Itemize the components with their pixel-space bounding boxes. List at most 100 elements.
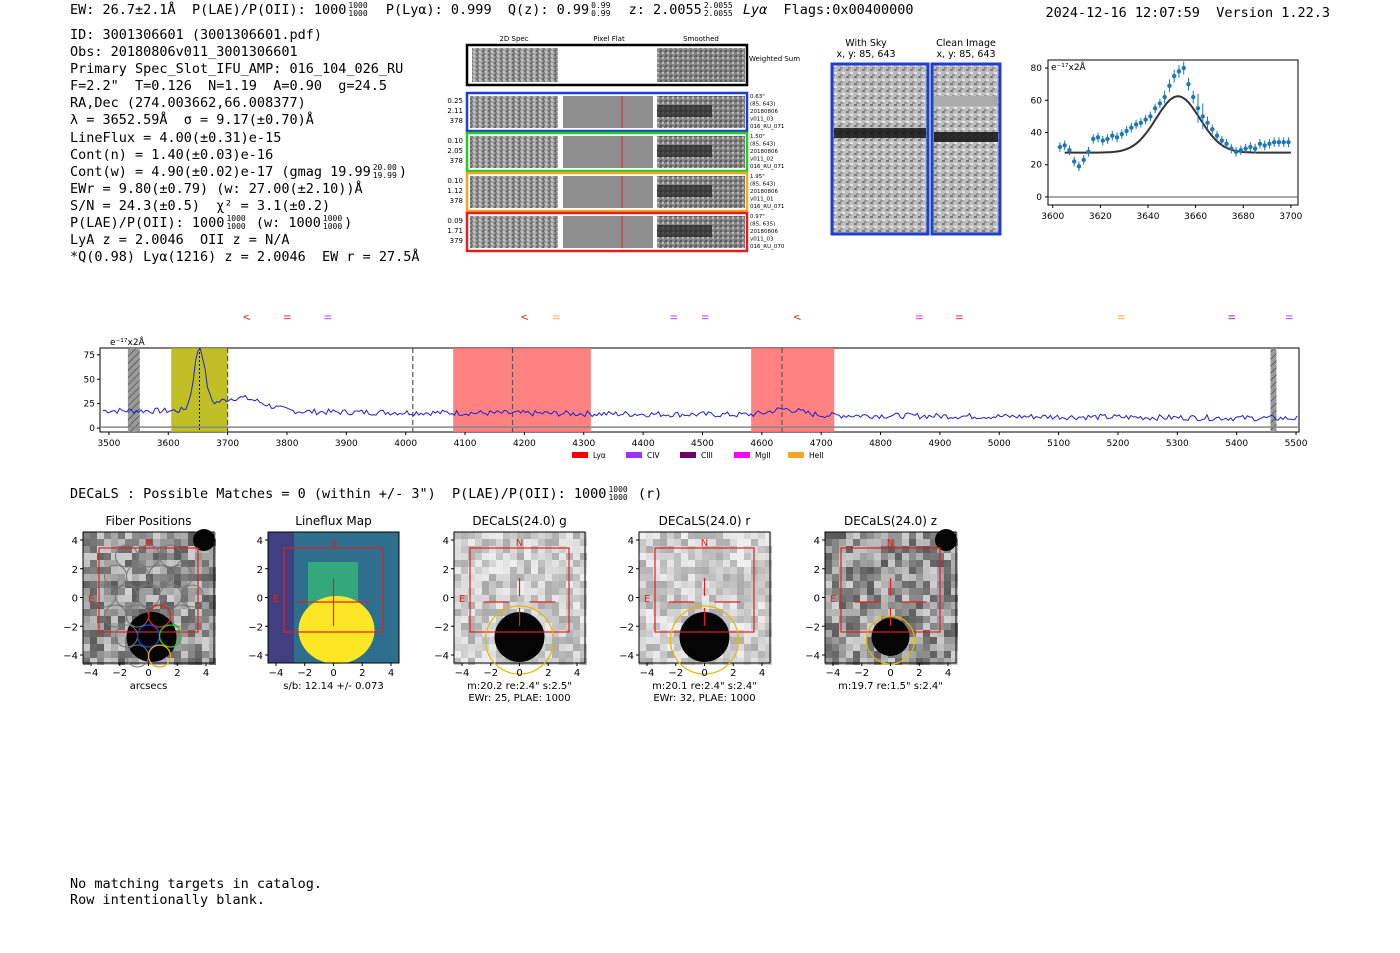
legend-swatch [572,452,588,458]
pixel [716,595,723,602]
pixel [916,595,923,602]
north-label: N [330,538,337,549]
pixel [111,546,118,553]
data-point [1176,69,1182,74]
pixel [902,581,909,588]
pixel [139,553,146,560]
pixel [681,574,688,581]
pixel [468,553,475,560]
info-primary: Primary Spec_Slot_IFU_AMP: 016_104_026_R… [70,61,404,78]
pixel [454,651,461,658]
y-tick-label: 4 [628,536,634,547]
pixel [573,637,580,644]
pixel [895,616,902,623]
pixel [839,651,846,658]
pixel [468,532,475,539]
pixel [667,658,674,665]
pixel [104,539,111,546]
pixel [874,574,881,581]
pixel [653,567,660,574]
pixel [639,588,646,595]
pixel [104,630,111,637]
pixel [846,651,853,658]
pixel [751,651,758,658]
pixel [660,637,667,644]
pixel [118,539,125,546]
pixel [839,588,846,595]
data-point [1057,144,1063,150]
y-tick-label: 2 [814,565,820,576]
pixel [188,623,195,630]
pixel [688,609,695,616]
pixel [930,658,937,665]
pixel [153,567,160,574]
pixel [188,630,195,637]
pixel [923,623,930,630]
pixel [510,532,517,539]
version: Version 1.22.3 [1216,5,1330,21]
panel-caption: s/b: 12.14 +/- 0.073 [283,681,383,692]
pixel [139,595,146,602]
pixel [895,651,902,658]
pixel [188,588,195,595]
pixel [758,651,765,658]
pixel [867,574,874,581]
legend-swatch [626,452,642,458]
pixel [146,581,153,588]
pixel [737,623,744,630]
pixel [660,532,667,539]
pixel [881,546,888,553]
aperture-ellipse [484,605,555,675]
emission-line-label: CII [1283,315,1293,320]
pixel [125,595,132,602]
pixel [209,623,216,630]
pixel [902,651,909,658]
pixel [944,651,951,658]
pixel [709,602,716,609]
pixel [489,553,496,560]
pixel [468,595,475,602]
pixel [867,532,874,539]
pixel [468,609,475,616]
plae-hi: 1000 [348,1,368,10]
row-right-value: (85, 635) [750,222,775,228]
pixel [667,588,674,595]
pixel [930,581,937,588]
pixel [510,546,517,553]
pixel [702,532,709,539]
pixel [930,546,937,553]
pixel [188,658,195,665]
pixel [454,602,461,609]
pixel [97,637,104,644]
pixel [695,539,702,546]
pixel [846,574,853,581]
pixel [681,616,688,623]
pixel [573,644,580,651]
y-tick-label: 4 [443,536,449,547]
pixel [688,588,695,595]
timestamp: 2024-12-16 12:07:59 [1045,5,1200,21]
pixel [895,588,902,595]
pixel [97,623,104,630]
pixel [461,553,468,560]
pixel [524,602,531,609]
pixel [930,637,937,644]
spec2d-row-frame [465,131,749,173]
pixel [923,602,930,609]
pixel [674,623,681,630]
pixel [510,602,517,609]
pixel [468,623,475,630]
pixel [951,616,958,623]
pixel [832,539,839,546]
pixel [552,581,559,588]
pixel [461,574,468,581]
pixel [853,623,860,630]
pixel [125,553,132,560]
pixel [951,595,958,602]
pixel [125,651,132,658]
pixel [695,658,702,665]
pixel [125,616,132,623]
spec2d-panel: 2D Spec Pixel Flat Smoothed Weighted Sum… [447,35,800,253]
pixel-flat-image [563,176,653,208]
